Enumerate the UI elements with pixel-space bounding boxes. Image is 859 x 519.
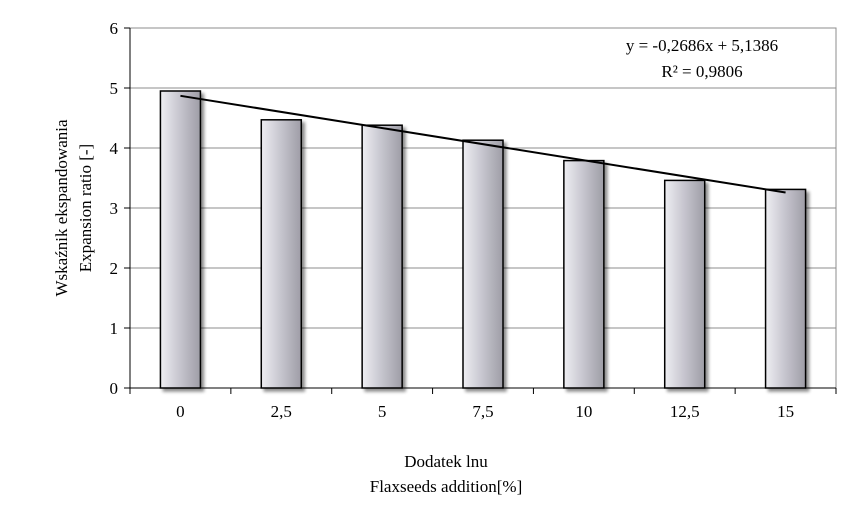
trendline (180, 94, 786, 194)
y-tick-label: 5 (110, 79, 119, 98)
trendline-r-squared: R² = 0,9806 (661, 62, 742, 81)
y-tick-label: 1 (110, 319, 119, 338)
trendline-equation: y = -0,2686x + 5,1386 (626, 36, 778, 55)
tick-labels: 0 1 2 3 4 5 6 0 2,5 5 7,5 10 12,5 15 (110, 19, 795, 421)
x-tick-label: 10 (575, 402, 592, 421)
bar (663, 179, 706, 389)
x-tick-label: 15 (777, 402, 794, 421)
gridlines (130, 27, 836, 329)
y-tick-label: 6 (110, 19, 119, 38)
x-tick-label: 7,5 (472, 402, 493, 421)
bar (159, 90, 202, 389)
y-tick-label: 0 (110, 379, 119, 398)
y-tick-label: 3 (110, 199, 119, 218)
y-axis-title-line-2: Expansion ratio [-] (76, 144, 95, 272)
y-tick-label: 4 (110, 139, 119, 158)
bar (764, 188, 807, 389)
axes (124, 27, 837, 394)
bars (159, 90, 807, 389)
x-tick-label: 5 (378, 402, 387, 421)
y-tick-label: 2 (110, 259, 119, 278)
x-tick-label: 2,5 (271, 402, 292, 421)
bar (260, 119, 303, 389)
bar (361, 124, 403, 389)
x-axis-title-line-1: Dodatek lnu (404, 452, 488, 471)
bar (462, 139, 504, 389)
x-tick-label: 0 (176, 402, 185, 421)
trendline-line (180, 94, 786, 194)
x-axis-title-line-2: Flaxseeds addition[%] (370, 477, 523, 496)
y-axis-title-line-1: Wskaźnik ekspandowania (52, 119, 71, 296)
bar (563, 159, 605, 389)
x-tick-label: 12,5 (670, 402, 700, 421)
